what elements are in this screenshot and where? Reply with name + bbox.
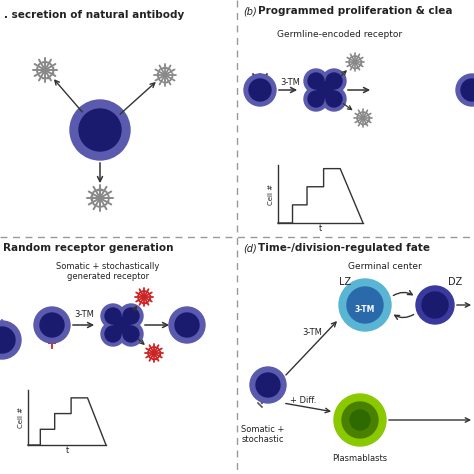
Text: Cell #: Cell # [18, 407, 24, 428]
Circle shape [461, 79, 474, 101]
Text: LZ: LZ [339, 277, 351, 287]
Circle shape [317, 82, 333, 98]
Text: Plasmablasts: Plasmablasts [332, 454, 388, 463]
Circle shape [79, 109, 121, 151]
Circle shape [339, 279, 391, 331]
Circle shape [114, 317, 130, 333]
Circle shape [40, 313, 64, 337]
Circle shape [101, 304, 125, 328]
Text: 3-TM: 3-TM [302, 328, 322, 337]
Circle shape [0, 321, 21, 359]
Text: 3-TM: 3-TM [355, 304, 375, 313]
Text: Cell #: Cell # [268, 183, 274, 205]
Circle shape [304, 87, 328, 111]
Text: t: t [319, 224, 322, 233]
Circle shape [105, 326, 121, 342]
Text: Random receptor generation: Random receptor generation [3, 243, 173, 253]
Circle shape [326, 73, 342, 89]
Text: Somatic + stochastically
generated receptor: Somatic + stochastically generated recep… [56, 262, 160, 282]
Text: . secretion of natural antibody: . secretion of natural antibody [4, 10, 184, 20]
Circle shape [123, 326, 139, 342]
Text: (d): (d) [243, 243, 257, 253]
Text: Time-/division-regulated fate: Time-/division-regulated fate [258, 243, 430, 253]
Circle shape [0, 327, 15, 353]
Text: Programmed proliferation & clea: Programmed proliferation & clea [258, 6, 453, 16]
Text: 3-TM: 3-TM [74, 310, 94, 319]
Circle shape [422, 292, 448, 318]
Circle shape [308, 91, 324, 107]
Circle shape [456, 74, 474, 106]
Circle shape [101, 322, 125, 346]
Circle shape [334, 394, 386, 446]
Text: DZ: DZ [448, 277, 462, 287]
Circle shape [169, 307, 205, 343]
Circle shape [249, 79, 271, 101]
Circle shape [119, 322, 143, 346]
Text: + Diff.: + Diff. [290, 396, 316, 405]
Circle shape [313, 78, 337, 102]
Circle shape [416, 286, 454, 324]
Circle shape [350, 410, 370, 430]
Circle shape [308, 73, 324, 89]
Text: 3-TM: 3-TM [280, 78, 300, 87]
Circle shape [119, 304, 143, 328]
Circle shape [70, 100, 130, 160]
Text: (b): (b) [243, 6, 257, 16]
Circle shape [304, 69, 328, 93]
Circle shape [244, 74, 276, 106]
Circle shape [34, 307, 70, 343]
Circle shape [342, 402, 378, 438]
Circle shape [175, 313, 199, 337]
Circle shape [256, 373, 280, 397]
Circle shape [105, 308, 121, 324]
Text: t: t [65, 446, 69, 455]
Circle shape [322, 69, 346, 93]
Circle shape [110, 313, 134, 337]
Circle shape [347, 287, 383, 323]
Circle shape [250, 367, 286, 403]
Circle shape [326, 91, 342, 107]
Circle shape [322, 87, 346, 111]
Text: Germinal center: Germinal center [348, 262, 422, 271]
Text: Germline-encoded receptor: Germline-encoded receptor [277, 30, 402, 39]
Text: Somatic +
stochastic: Somatic + stochastic [241, 425, 285, 445]
Circle shape [123, 308, 139, 324]
